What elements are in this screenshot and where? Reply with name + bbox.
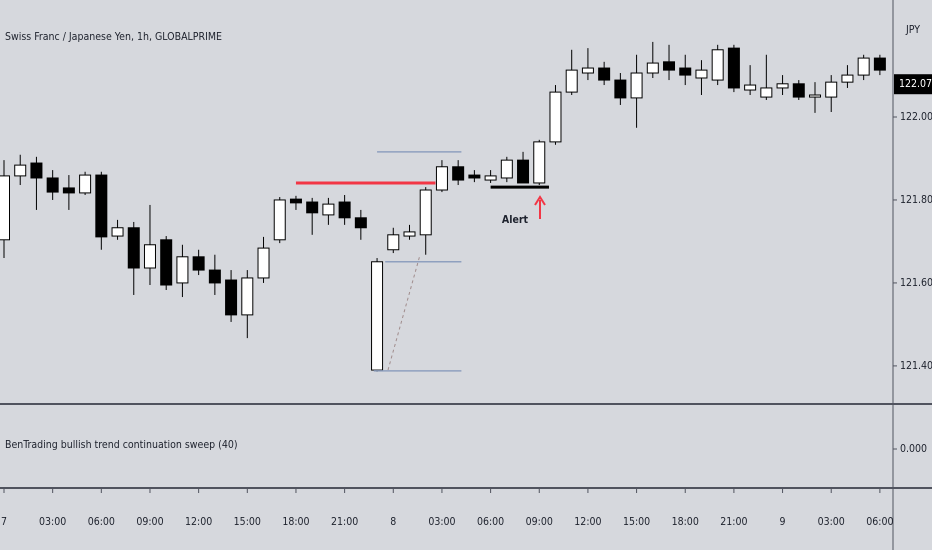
- candle-body: [241, 277, 254, 316]
- candle-body: [581, 67, 594, 74]
- candle-body: [143, 244, 156, 269]
- axis-label: JPY: [905, 24, 920, 36]
- candle-body: [127, 227, 140, 269]
- candle-body: [273, 199, 286, 241]
- candle-body: [160, 239, 173, 286]
- candle-body: [338, 201, 351, 219]
- x-tick-label: 12:00: [574, 516, 601, 528]
- candle-body: [614, 79, 627, 99]
- dashed-line: [387, 254, 421, 371]
- candle-body: [711, 49, 724, 81]
- candle-body: [225, 279, 238, 316]
- candle-body: [14, 164, 27, 177]
- candle-body: [792, 83, 805, 98]
- candle-body: [663, 61, 676, 71]
- x-tick-label: 03:00: [818, 516, 845, 528]
- x-tick-label: 18:00: [672, 516, 699, 528]
- x-tick-label: 9: [780, 516, 786, 528]
- x-tick-label: 09:00: [136, 516, 163, 528]
- candle-body: [565, 69, 578, 93]
- candle-body: [176, 256, 189, 284]
- candle-body: [257, 247, 270, 279]
- candle-body: [289, 198, 302, 204]
- chart-title: Swiss Franc / Japanese Yen, 1h, GLOBALPR…: [5, 31, 222, 43]
- candle-body: [387, 234, 400, 251]
- candle-body: [841, 74, 854, 83]
- candle-body: [468, 174, 481, 179]
- current-price-box: [894, 74, 932, 95]
- x-tick-label: 06:00: [866, 516, 893, 528]
- x-tick-label: 15:00: [234, 516, 261, 528]
- candle-body: [809, 94, 821, 98]
- candle-body: [549, 91, 562, 143]
- candle-body: [857, 57, 870, 76]
- x-tick-label: 15:00: [623, 516, 650, 528]
- candle-body: [208, 269, 221, 284]
- candle-body: [403, 231, 416, 237]
- current-price-label: 122.079: [899, 78, 932, 90]
- candle-body: [79, 174, 92, 194]
- alert-arrow-head: [534, 195, 546, 206]
- candle-body: [695, 69, 708, 79]
- candle-body: [517, 159, 530, 184]
- candle-body: [306, 201, 319, 214]
- candle-body: [760, 87, 773, 98]
- candle-body: [30, 162, 43, 179]
- candle-body: [192, 256, 205, 271]
- x-tick-label: 03:00: [428, 516, 455, 528]
- candle-body: [484, 175, 497, 181]
- candle-body: [62, 187, 75, 194]
- candle-body: [646, 62, 659, 74]
- candle-body: [435, 166, 448, 191]
- candle-body: [322, 203, 335, 216]
- x-tick-label: 8: [390, 516, 396, 528]
- x-tick-label: 18:00: [282, 516, 309, 528]
- candle-body: [776, 83, 789, 89]
- candle-body: [111, 227, 124, 237]
- candle-body: [95, 174, 108, 238]
- x-tick-label: 7: [1, 516, 7, 528]
- candle-body: [533, 141, 546, 184]
- candle-body: [727, 47, 740, 89]
- candle-body: [598, 67, 611, 81]
- candle-body: [630, 72, 643, 99]
- candle-body: [825, 81, 838, 98]
- candle-body: [873, 57, 886, 71]
- alert-label: Alert: [502, 214, 529, 226]
- x-tick-label: 06:00: [477, 516, 504, 528]
- indicator-title: BenTrading bullish trend continuation sw…: [5, 439, 238, 451]
- indicator-tick-label: 0.000: [900, 443, 927, 455]
- candle-body: [419, 189, 432, 236]
- y-tick-label: 121.600: [900, 277, 932, 289]
- candle-body: [452, 166, 465, 181]
- x-tick-label: 09:00: [526, 516, 553, 528]
- y-tick-label: 121.400: [900, 360, 932, 372]
- x-tick-label: 12:00: [185, 516, 212, 528]
- candle-body: [744, 84, 757, 91]
- x-tick-label: 03:00: [39, 516, 66, 528]
- candle-body: [354, 217, 367, 229]
- candle-body: [0, 175, 10, 241]
- candle-body: [679, 67, 692, 76]
- x-tick-label: 06:00: [88, 516, 115, 528]
- x-tick-label: 21:00: [331, 516, 358, 528]
- x-tick-label: 21:00: [720, 516, 747, 528]
- candle-body: [500, 159, 513, 179]
- candle-body: [46, 177, 59, 193]
- y-tick-label: 122.000: [900, 111, 932, 123]
- y-tick-label: 121.800: [900, 194, 932, 206]
- candle-body: [371, 261, 384, 371]
